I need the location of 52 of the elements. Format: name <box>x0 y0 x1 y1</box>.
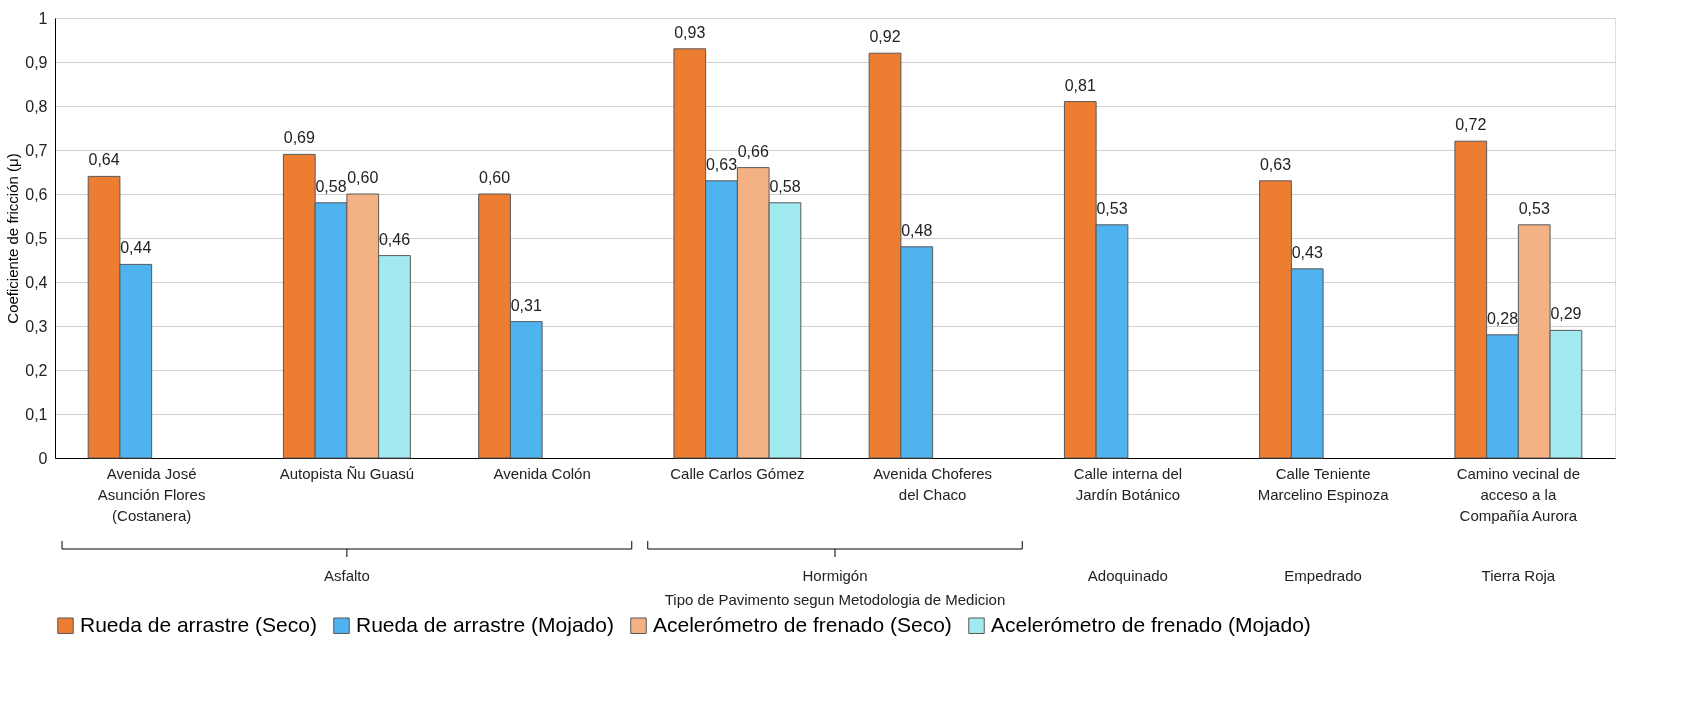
data-label: 0,53 <box>1096 199 1128 217</box>
legend-label: Acelerómetro de frenado (Seco) <box>653 612 952 636</box>
text: Hormigón <box>802 567 868 584</box>
y-tick-label: 0,3 <box>25 317 48 335</box>
y-tick-label: 0,5 <box>25 229 48 247</box>
text: Empedrado <box>1284 567 1362 584</box>
text: Adoquinado <box>1087 567 1168 584</box>
x-tick-label: Avenida Colón <box>493 464 591 482</box>
data-label: 0,48 <box>901 221 933 239</box>
data-label: 0,43 <box>1291 243 1323 261</box>
x-tick-label: Avenida Choferes del Chaco <box>873 464 993 503</box>
y-tick-label: 0,9 <box>25 53 48 71</box>
data-label: 0,60 <box>478 169 511 186</box>
y-tick-label: 0,1 <box>25 405 48 423</box>
data-label: 0,64 <box>88 151 120 169</box>
y-axis-title: Coeficiente de fricción (μ) <box>4 153 22 324</box>
data-label: 0,63 <box>705 155 738 173</box>
data-label: 0,28 <box>1486 309 1519 327</box>
data-label: 0,69 <box>283 129 315 147</box>
y-tick-label: 0,8 <box>25 97 48 115</box>
text: Asfalto <box>323 567 370 584</box>
x-tick-label: Calle Teniente Marcelino Espinoza <box>1257 464 1390 503</box>
data-label: 0,60 <box>347 169 379 186</box>
x-tick-label: Calle Carlos Gómez <box>670 464 805 482</box>
y-tick-label: 0,7 <box>25 141 48 159</box>
y-tick-label: 0 <box>38 449 48 467</box>
text: Tipo de Pavimento segun Metodologia de Medicion <box>664 591 1006 608</box>
data-label: 0,58 <box>315 177 347 195</box>
legend-label: Rueda de arrastre (Mojado) <box>356 612 614 636</box>
y-tick-label: 0,6 <box>25 185 48 203</box>
data-label: 0,63 <box>1259 155 1292 173</box>
data-label: 0,81 <box>1064 76 1096 94</box>
legend-label: Rueda de arrastre (Seco) <box>80 612 317 636</box>
legend-label: Acelerómetro de frenado (Mojado) <box>991 612 1311 636</box>
data-label: 0,53 <box>1518 199 1550 217</box>
data-label: 0,29 <box>1550 305 1582 323</box>
data-label: 0,31 <box>510 296 542 314</box>
y-tick-label: 0,2 <box>25 361 48 379</box>
y-tick-label: 1 <box>38 9 48 27</box>
data-label: 0,46 <box>378 230 411 248</box>
data-label: 0,58 <box>769 177 801 195</box>
data-label: 0,44 <box>120 239 152 257</box>
data-label: 0,93 <box>674 23 706 41</box>
y-tick-label: 0,4 <box>25 273 48 291</box>
data-label: 0,66 <box>737 142 769 160</box>
x-tick-label: Camino vecinal de acceso a la Compañía Aurora <box>1456 464 1581 524</box>
data-label: 0,72 <box>1455 116 1487 134</box>
text: Tierra Roja <box>1481 567 1556 584</box>
x-tick-label: Autopista Ñu Guasú <box>279 464 415 482</box>
data-label: 0,92 <box>869 28 901 46</box>
x-tick-label: Avenida José Asunción Flores (Costanera) <box>97 464 206 524</box>
x-tick-label: Calle interna del Jardín Botánico <box>1073 464 1183 503</box>
